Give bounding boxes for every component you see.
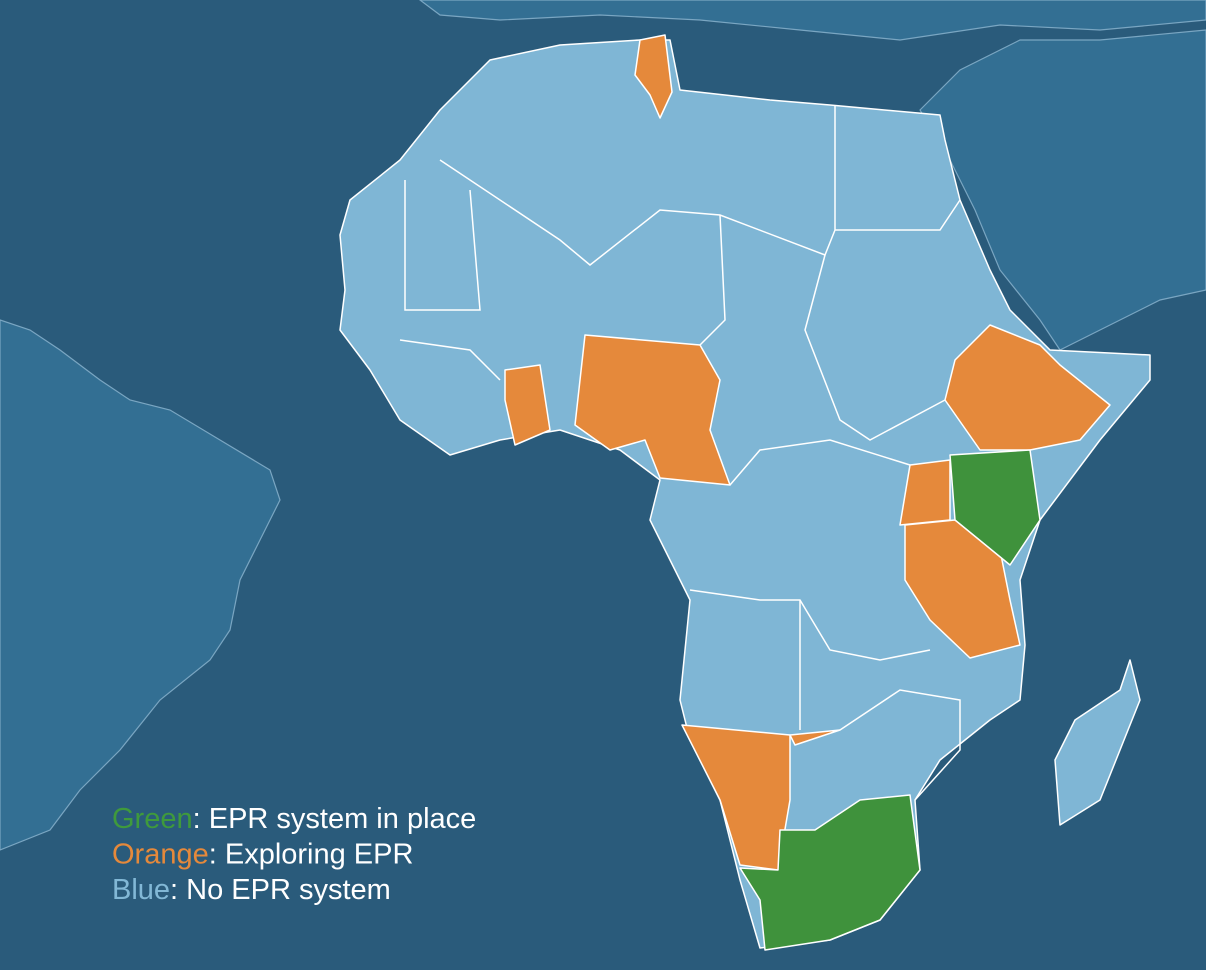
legend-entry: Green: EPR system in place: [112, 803, 476, 835]
border: [804, 254, 946, 441]
ghana: [504, 364, 551, 446]
legend: Green: EPR system in place Orange: Explor…: [112, 803, 476, 906]
legend-text: : Exploring EPR: [209, 839, 414, 871]
middle-east: [919, 29, 1206, 351]
legend-text: : EPR system in place: [193, 803, 477, 835]
border: [439, 105, 836, 266]
nigeria-cameroon: [574, 334, 731, 486]
africa: [339, 34, 1151, 951]
border: [404, 180, 481, 311]
legend-key: Green: [112, 803, 193, 835]
kenya: [949, 449, 1041, 566]
other-continents: [0, 0, 1206, 851]
border: [835, 199, 961, 231]
border: [729, 439, 911, 486]
border: [839, 689, 961, 801]
madagascar: [1054, 659, 1141, 826]
border: [399, 339, 501, 381]
legend-key: Blue: [112, 874, 170, 906]
border: [699, 214, 726, 346]
legend-entry: Orange: Exploring EPR: [112, 839, 413, 871]
ethiopia: [944, 324, 1111, 451]
south-africa: [739, 794, 921, 951]
legend-entry: Blue: No EPR system: [112, 874, 391, 906]
tunisia: [634, 34, 673, 119]
border: [689, 589, 931, 661]
legend-key: Orange: [112, 839, 209, 871]
south-america: [0, 319, 281, 851]
legend-text: : No EPR system: [170, 874, 391, 906]
zambia-strip: [789, 729, 841, 746]
europe: [419, 0, 1206, 41]
